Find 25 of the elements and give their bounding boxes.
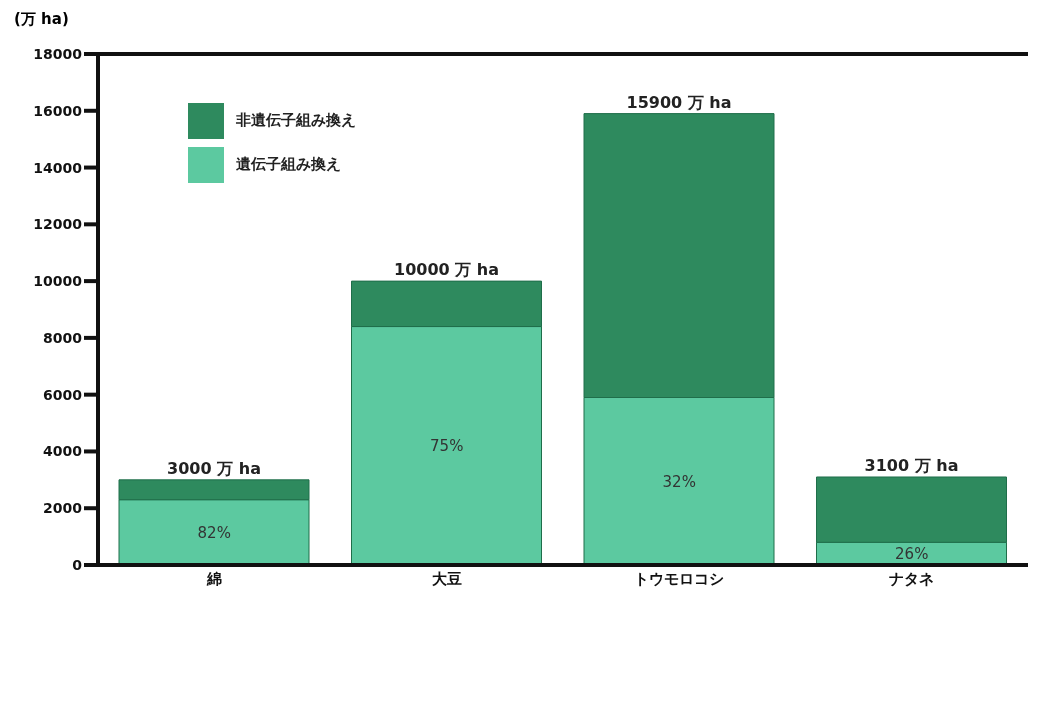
y-tick-label: 2000 [43, 500, 83, 517]
legend-label: 非遺伝子組み換え [236, 111, 356, 129]
y-tick-label: 18000 [33, 45, 83, 62]
total-label: 10000 万 ha [394, 260, 499, 280]
y-tick-label: 16000 [33, 102, 83, 119]
total-label: 3100 万 ha [864, 455, 959, 475]
y-tick-label: 0 [72, 556, 83, 573]
y-tick-label: 14000 [33, 159, 83, 176]
total-label: 15900 万 ha [626, 92, 732, 112]
x-tick-label: トウモロコシ [634, 569, 725, 588]
x-tick-label: ナタネ [889, 569, 935, 588]
annotation: 82% [197, 523, 231, 542]
legend-label: 遺伝子組み換え [236, 155, 341, 173]
y-tick-label: 12000 [33, 216, 83, 233]
y-axis-title: (万 ha) [14, 10, 69, 29]
annotation: 32% [662, 472, 696, 491]
x-tick-label: 大豆 [431, 569, 462, 588]
y-tick-label: 4000 [43, 443, 83, 460]
y-tick-label: 8000 [43, 329, 83, 346]
x-tick-label: 綿 [205, 569, 222, 588]
annotation: 75% [430, 437, 464, 456]
total-label: 3000 万 ha [167, 458, 261, 478]
y-tick-label: 6000 [43, 386, 83, 403]
annotation: 26% [895, 544, 929, 563]
y-tick-label: 10000 [33, 273, 83, 290]
